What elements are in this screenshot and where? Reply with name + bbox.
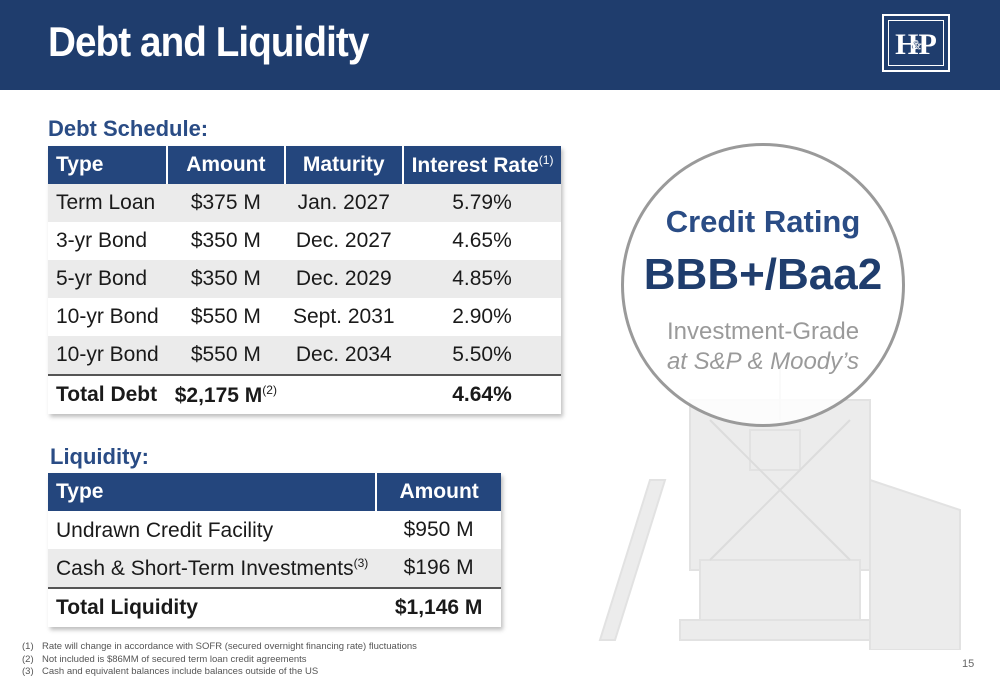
debt-amount-cell: $550 M <box>190 305 261 328</box>
liquidity-type-cell: Undrawn Credit Facility <box>48 511 376 549</box>
column-header-type: Type <box>48 473 378 511</box>
drilling-rig-watermark <box>598 360 961 650</box>
debt-schedule-table: Type Amount Maturity Interest Rate(1) Te… <box>48 146 562 414</box>
credit-rating-label: Credit Rating <box>665 204 861 239</box>
table-row: 10-yr Bond $550 M Dec. 2034 5.50% <box>48 336 562 375</box>
rating-agencies-text: at S&P & Moody’s <box>666 348 860 375</box>
footnote-item: (1) Rate will change in accordance with … <box>22 641 417 654</box>
debt-type-cell: Term Loan <box>48 184 167 222</box>
table-row: Term Loan $375 M Jan. 2027 5.79% <box>48 184 562 222</box>
debt-amount-cell: $375 M <box>166 184 285 222</box>
footnote-marker-2: (2) <box>262 382 277 397</box>
footnote-number: (2) <box>22 653 34 665</box>
investment-grade-text: Investment-Grade <box>666 318 860 345</box>
table-row: Cash & Short-Term Investments(3) $196 M <box>48 549 501 588</box>
total-row: Total Liquidity $1,146 M <box>48 587 501 627</box>
company-logo: HP & <box>882 14 950 72</box>
footnote-number: (3) <box>22 666 34 677</box>
debt-rate-cell: 5.79% <box>402 184 562 222</box>
title-bar: Debt and Liquidity HP & <box>0 0 1000 90</box>
footnote-marker-3: (3) <box>353 555 369 570</box>
total-liquidity-amount: $1,146 M <box>376 587 501 627</box>
total-debt-label: Total Debt <box>48 374 167 414</box>
debt-maturity-cell: Dec. 2034 <box>284 336 403 375</box>
logo-mark: HP & <box>888 20 944 66</box>
total-debt-rate: 4.64% <box>402 374 562 414</box>
liquidity-amount-cell: $196 M <box>376 549 501 588</box>
debt-schedule-heading: Debt Schedule: <box>48 116 209 141</box>
footnote-item: (2) Not included is $86MM of secured ter… <box>22 654 417 667</box>
footnote-marker-1: (1) <box>538 152 554 167</box>
total-liquidity-label: Total Liquidity <box>48 587 377 627</box>
debt-type-cell: 10-yr Bond <box>48 336 167 375</box>
svg-text:HP: HP <box>895 28 937 61</box>
hp-logo-icon: HP & <box>895 28 937 61</box>
debt-maturity-cell: Dec. 2029 <box>284 260 403 298</box>
debt-rate-cell: 4.85% <box>402 260 562 298</box>
column-header-amount: Amount <box>166 146 286 184</box>
footnotes: (1) Rate will change in accordance with … <box>22 641 417 679</box>
table-header-row: Type Amount <box>48 473 501 511</box>
debt-maturity-cell: Jan. 2027 <box>284 184 403 222</box>
column-header-type: Type <box>48 146 168 184</box>
credit-rating-value: BBB+/Baa2 <box>643 250 883 299</box>
interest-rate-label: Interest Rate <box>411 153 539 177</box>
svg-text:&: & <box>911 37 922 52</box>
footnote-number: (1) <box>22 641 34 652</box>
page-number: 15 <box>962 658 975 670</box>
liquidity-type-label: Undrawn Credit Facility <box>56 518 274 542</box>
footnote-text: Not included is $86MM of secured term lo… <box>42 653 307 665</box>
column-header-maturity: Maturity <box>284 146 404 184</box>
table-header-row: Type Amount Maturity Interest Rate(1) <box>48 146 562 184</box>
liquidity-heading: Liquidity: <box>50 444 149 469</box>
debt-maturity-cell: Sept. 2031 <box>292 305 395 328</box>
liquidity-type-cell: Cash & Short-Term Investments(3) <box>48 549 377 588</box>
liquidity-table: Type Amount Undrawn Credit Facility $950… <box>48 473 501 627</box>
total-row: Total Debt $2,175 M(2) 4.64% <box>48 374 562 414</box>
table-row: 3-yr Bond $350 M Dec. 2027 4.65% <box>48 222 561 260</box>
total-debt-amount: $2,175 M(2) <box>166 374 285 414</box>
liquidity-type-label: Cash & Short-Term Investments <box>56 556 354 580</box>
page-title: Debt and Liquidity <box>48 18 369 65</box>
table-row: 5-yr Bond $350 M Dec. 2029 4.85% <box>48 260 562 298</box>
footnote-text: Cash and equivalent balances include bal… <box>42 666 319 677</box>
debt-maturity-cell: Dec. 2027 <box>295 229 392 252</box>
table-row: Undrawn Credit Facility $950 M <box>48 511 501 549</box>
debt-amount-cell: $350 M <box>166 260 285 298</box>
total-debt-amount-value: $2,175 M <box>174 383 263 407</box>
debt-type-cell: 10-yr Bond <box>56 305 159 328</box>
debt-amount-cell: $550 M <box>166 336 285 375</box>
column-header-interest-rate: Interest Rate(1) <box>402 146 562 184</box>
debt-type-cell: 5-yr Bond <box>48 260 167 298</box>
total-debt-maturity <box>284 374 403 414</box>
debt-rate-cell: 4.65% <box>452 229 512 252</box>
debt-amount-cell: $350 M <box>190 229 261 252</box>
column-header-amount: Amount <box>376 473 501 511</box>
credit-rating-badge: Credit Rating BBB+/Baa2 Investment-Grade… <box>621 143 905 427</box>
debt-rate-cell: 2.90% <box>452 305 512 328</box>
footnote-text: Rate will change in accordance with SOFR… <box>42 641 417 652</box>
debt-type-cell: 3-yr Bond <box>56 229 148 252</box>
debt-rate-cell: 5.50% <box>402 336 562 375</box>
footnote-item: (3) Cash and equivalent balances include… <box>22 666 417 679</box>
liquidity-amount-cell: $950 M <box>403 518 474 541</box>
table-row: 10-yr Bond $550 M Sept. 2031 2.90% <box>48 298 561 336</box>
